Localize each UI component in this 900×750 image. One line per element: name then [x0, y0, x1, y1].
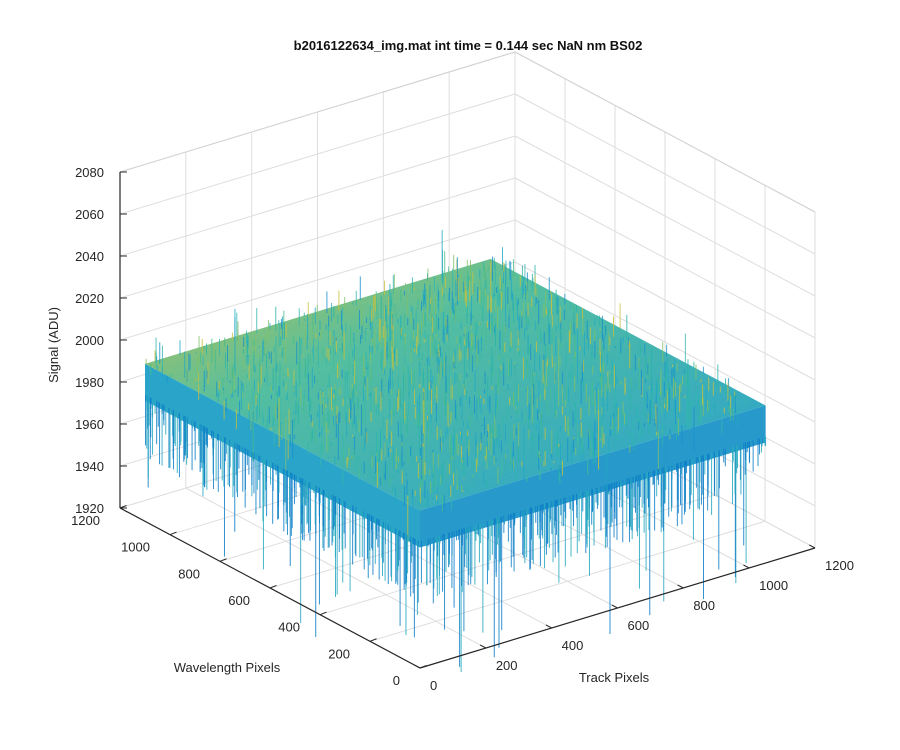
y-tick-label: 400: [278, 620, 300, 635]
surface-skirt-right: [420, 405, 766, 548]
z-tick-label: 2000: [75, 333, 104, 348]
side-wall-grid-line: [514, 135, 816, 297]
y-tick-label: 1000: [121, 540, 150, 555]
tick-marks: 1920194019601980200020202040206020800200…: [71, 165, 854, 693]
back-wall-grid-line: [119, 219, 516, 341]
x-tick: [743, 564, 750, 569]
box-edge: [119, 51, 516, 173]
y-tick-label: 800: [178, 566, 200, 581]
x-tick: [479, 644, 487, 649]
x-tick: [677, 584, 684, 589]
y-axis-label: Wavelength Pixels: [174, 660, 281, 675]
z-tick-label: 1960: [75, 417, 104, 432]
surface-top: [145, 258, 766, 511]
floor-grid-line: [369, 520, 766, 642]
y-tick-label: 600: [228, 593, 250, 608]
z-tick-label: 1920: [75, 501, 104, 516]
z-tick-label: 1940: [75, 459, 104, 474]
x-tick-label: 400: [562, 638, 584, 653]
chart-title: b2016122634_img.mat int time = 0.144 sec…: [294, 38, 643, 53]
y-tick: [319, 611, 327, 616]
side-wall-grid-line: [514, 219, 816, 381]
y-tick: [269, 584, 277, 589]
z-tick-label: 1980: [75, 375, 104, 390]
y-tick: [119, 504, 127, 509]
x-tick-label: 200: [496, 658, 518, 673]
x-tick-label: 1000: [759, 578, 788, 593]
y-tick: [419, 664, 427, 669]
x-tick-label: 800: [693, 598, 715, 613]
surface-skirt-left: [145, 363, 420, 548]
x-tick: [809, 544, 816, 549]
z-tick-label: 2020: [75, 291, 104, 306]
side-wall-grid-line: [514, 93, 816, 255]
x-axis-label: Track Pixels: [579, 670, 650, 685]
side-wall-grid-line: [514, 177, 816, 339]
x-tick-label: 1200: [825, 558, 854, 573]
z-tick-label: 2040: [75, 249, 104, 264]
y-tick-label: 1200: [71, 513, 100, 528]
x-tick-label: 600: [628, 618, 650, 633]
y-tick-label: 0: [393, 673, 400, 688]
back-wall-grid-line: [119, 135, 516, 257]
box-edge: [514, 51, 816, 213]
y-tick-label: 200: [328, 646, 350, 661]
y-tick: [169, 531, 177, 536]
x-tick: [414, 664, 421, 669]
y-tick: [369, 638, 377, 642]
x-tick: [545, 624, 552, 629]
back-wall-grid-line: [119, 177, 516, 299]
z-tick-label: 2080: [75, 165, 104, 180]
z-tick-label: 2060: [75, 207, 104, 222]
z-axis-label: Signal (ADU): [46, 307, 61, 383]
back-wall-grid-line: [119, 93, 516, 215]
x-tick: [611, 604, 618, 609]
y-tick: [219, 558, 227, 562]
side-wall-grid-line: [514, 261, 816, 423]
axis-box-edges: [119, 51, 816, 213]
x-tick-label: 0: [430, 678, 437, 693]
data-surface: [145, 229, 767, 673]
